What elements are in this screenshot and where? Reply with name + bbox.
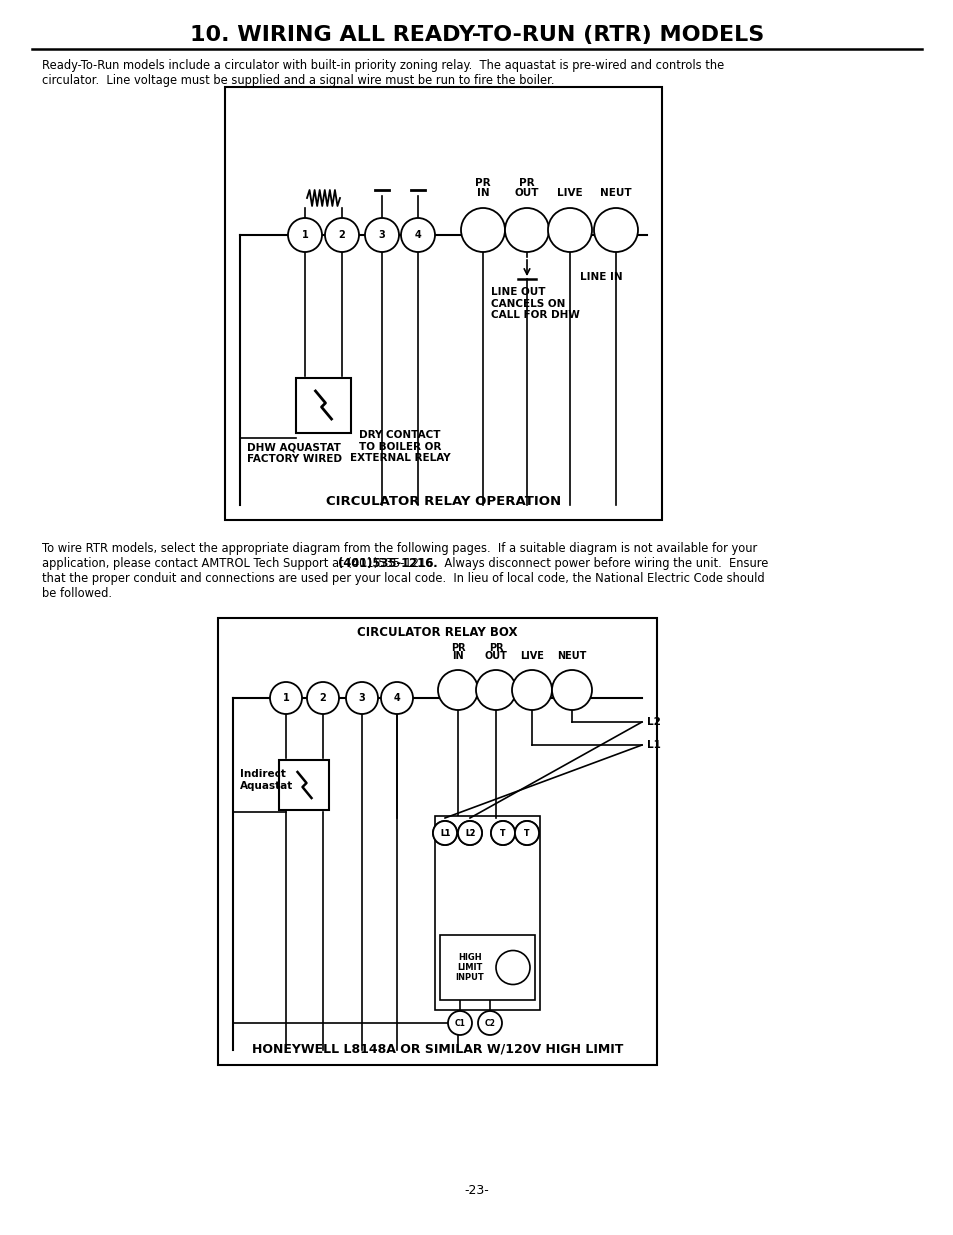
Text: L2: L2 [646,718,660,727]
Circle shape [400,219,435,252]
Circle shape [504,207,548,252]
Bar [435,816,539,1010]
Circle shape [346,682,377,714]
Circle shape [325,219,358,252]
Bar [295,378,351,432]
Text: DRY CONTACT
TO BOILER OR
EXTERNAL RELAY: DRY CONTACT TO BOILER OR EXTERNAL RELAY [350,430,450,463]
Circle shape [288,219,322,252]
Circle shape [307,682,338,714]
Bar [225,86,661,520]
Text: L1: L1 [439,829,450,837]
Text: L1: L1 [646,740,660,750]
Circle shape [477,1011,501,1035]
Text: LIVE: LIVE [519,651,543,661]
Circle shape [512,671,552,710]
Text: 1: 1 [301,230,308,240]
Text: LINE OUT
CANCELS ON
CALL FOR DHW: LINE OUT CANCELS ON CALL FOR DHW [491,287,579,320]
Bar [279,760,329,810]
Circle shape [594,207,638,252]
Text: C2: C2 [484,1019,495,1028]
Text: 3: 3 [378,230,385,240]
Circle shape [491,821,515,845]
Text: 4: 4 [394,693,400,703]
Bar [439,935,535,1000]
Circle shape [547,207,592,252]
Circle shape [491,821,515,845]
Text: circulator.  Line voltage must be supplied and a signal wire must be run to fire: circulator. Line voltage must be supplie… [42,74,554,86]
Circle shape [515,821,538,845]
Circle shape [552,671,592,710]
Text: (401)535-1216.: (401)535-1216. [337,557,437,571]
Circle shape [433,821,456,845]
Text: OUT: OUT [515,188,538,198]
Text: IN: IN [452,651,463,661]
Circle shape [457,821,481,845]
Text: PR: PR [518,178,535,188]
Text: L2: L2 [464,829,475,837]
Text: 2: 2 [319,693,326,703]
Text: L2: L2 [464,829,475,837]
Text: HONEYWELL L8148A OR SIMILAR W/120V HIGH LIMIT: HONEYWELL L8148A OR SIMILAR W/120V HIGH … [252,1042,622,1055]
Text: CIRCULATOR RELAY OPERATION: CIRCULATOR RELAY OPERATION [326,495,560,508]
Text: 2: 2 [338,230,345,240]
Text: 4: 4 [415,230,421,240]
Text: NEUT: NEUT [557,651,586,661]
Text: 1: 1 [282,693,289,703]
Text: Indirect
Aquastat: Indirect Aquastat [240,769,293,790]
Text: -23-: -23- [464,1184,489,1197]
Circle shape [365,219,398,252]
Bar [218,618,657,1065]
Text: Ready-To-Run models include a circulator with built-in priority zoning relay.  T: Ready-To-Run models include a circulator… [42,59,723,72]
Text: CIRCULATOR RELAY BOX: CIRCULATOR RELAY BOX [356,626,517,638]
Text: LIVE: LIVE [557,188,582,198]
Text: T: T [524,829,529,837]
Text: PR: PR [488,643,503,653]
Circle shape [515,821,538,845]
Text: DHW AQUASTAT
FACTORY WIRED: DHW AQUASTAT FACTORY WIRED [247,442,341,464]
Text: T: T [524,829,529,837]
Text: T: T [499,829,505,837]
Circle shape [476,671,516,710]
Circle shape [460,207,504,252]
Text: IN: IN [476,188,489,198]
Text: HIGH
LIMIT
INPUT: HIGH LIMIT INPUT [456,952,484,982]
Text: L1: L1 [439,829,450,837]
Text: To wire RTR models, select the appropriate diagram from the following pages.  If: To wire RTR models, select the appropria… [42,542,757,555]
Text: application, please contact AMTROL Tech Support at (401)535-1216.  Always discon: application, please contact AMTROL Tech … [42,557,767,571]
Text: NEUT: NEUT [599,188,631,198]
Text: T: T [499,829,505,837]
Circle shape [437,671,477,710]
Circle shape [496,951,530,984]
Text: be followed.: be followed. [42,587,112,600]
Circle shape [380,682,413,714]
Circle shape [270,682,302,714]
Text: PR: PR [475,178,490,188]
Circle shape [433,821,456,845]
Text: 3: 3 [358,693,365,703]
Text: OUT: OUT [484,651,507,661]
Circle shape [457,821,481,845]
Text: C1: C1 [454,1019,465,1028]
Circle shape [448,1011,472,1035]
Text: PR: PR [450,643,465,653]
Text: LINE IN: LINE IN [579,272,622,282]
Text: 10. WIRING ALL READY-TO-RUN (RTR) MODELS: 10. WIRING ALL READY-TO-RUN (RTR) MODELS [190,25,763,44]
Text: that the proper conduit and connections are used per your local code.  In lieu o: that the proper conduit and connections … [42,572,763,585]
